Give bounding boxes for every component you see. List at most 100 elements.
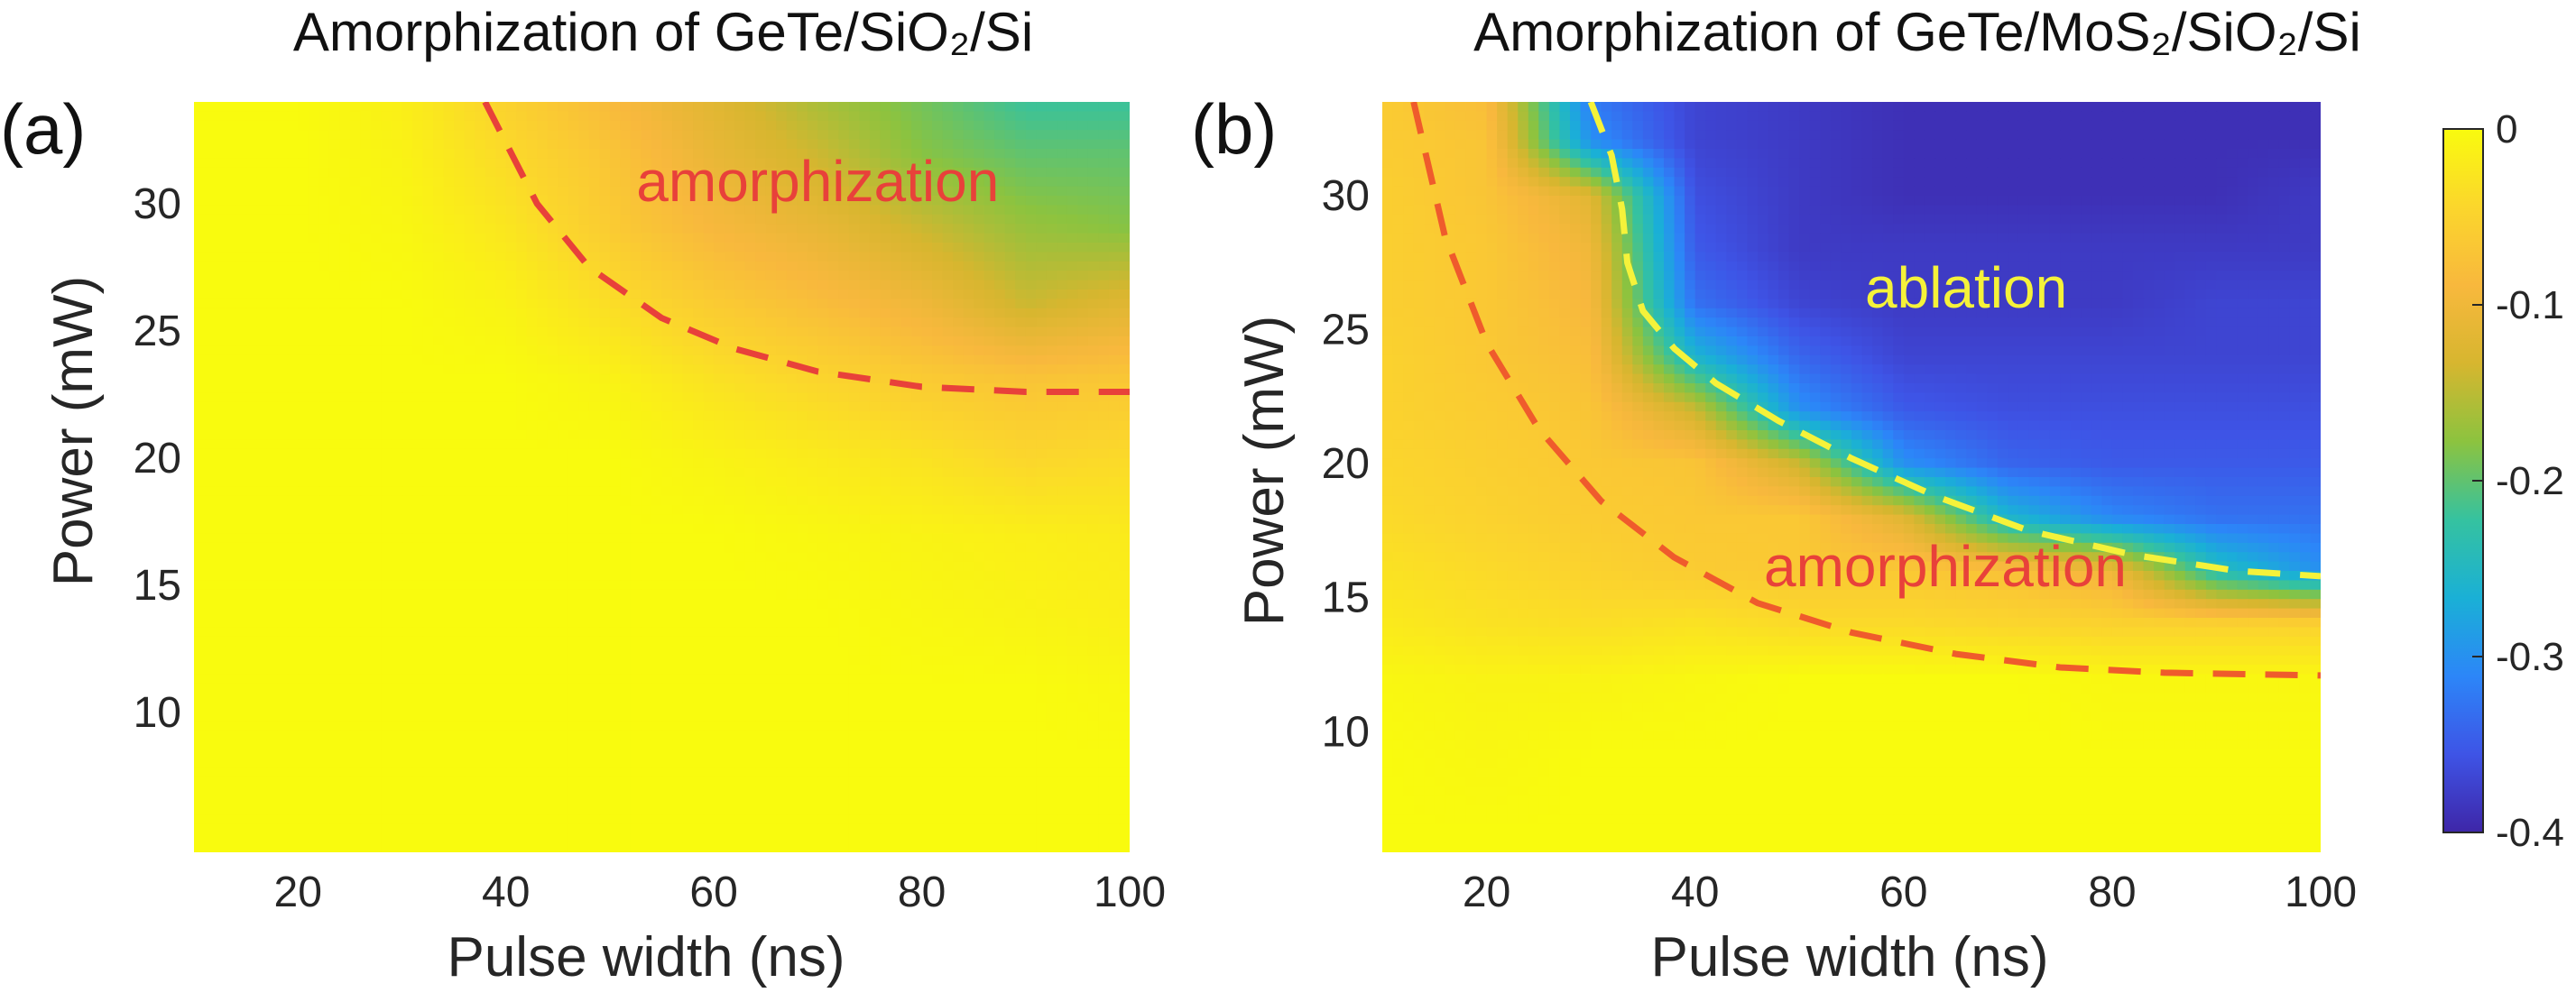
heatmap-cell xyxy=(630,167,642,178)
heatmap-cell xyxy=(422,477,434,488)
heatmap-cell xyxy=(630,618,642,629)
heatmap-cell xyxy=(827,345,840,356)
heatmap-cell xyxy=(495,392,507,403)
heatmap-cell xyxy=(1119,308,1130,318)
heatmap-cell xyxy=(1004,102,1017,113)
heatmap-cell xyxy=(370,233,383,244)
heatmap-cell xyxy=(349,139,362,150)
heatmap-cell xyxy=(1046,580,1058,591)
heatmap-cell xyxy=(942,290,954,300)
heatmap-cell xyxy=(391,533,403,544)
heatmap-cell xyxy=(505,326,517,337)
heatmap-cell xyxy=(370,552,383,563)
heatmap-cell xyxy=(1036,542,1048,553)
heatmap-cell xyxy=(464,561,475,572)
heatmap-cell xyxy=(661,542,673,553)
heatmap-cell xyxy=(890,411,902,422)
heatmap-cell xyxy=(454,280,466,290)
heatmap-cell xyxy=(1066,271,1079,281)
heatmap-cell xyxy=(328,561,341,572)
heatmap-cell xyxy=(402,149,413,160)
heatmap-cell xyxy=(661,580,673,591)
heatmap-cell xyxy=(194,373,206,384)
heatmap-cell xyxy=(932,158,944,169)
heatmap-cell xyxy=(776,552,788,563)
heatmap-cell xyxy=(475,205,486,216)
heatmap-cell xyxy=(578,383,590,394)
heatmap-cell xyxy=(578,599,590,610)
heatmap-cell xyxy=(859,561,871,572)
heatmap-cell xyxy=(859,214,871,225)
heatmap-cell xyxy=(1046,373,1058,384)
heatmap-cell xyxy=(485,589,496,600)
heatmap-cell xyxy=(890,383,902,394)
heatmap-cell xyxy=(693,205,705,216)
heatmap-cell xyxy=(475,271,486,281)
heatmap-cell xyxy=(974,383,985,394)
heatmap-cell xyxy=(588,589,601,600)
heatmap-cell xyxy=(651,383,663,394)
heatmap-cell xyxy=(558,243,569,253)
heatmap-cell xyxy=(1057,336,1068,347)
heatmap-cell xyxy=(402,392,413,403)
heatmap-cell xyxy=(880,561,891,572)
heatmap-cell xyxy=(319,364,330,375)
heatmap-cell xyxy=(411,458,424,469)
heatmap-cell xyxy=(734,505,746,516)
heatmap-cell xyxy=(974,149,985,160)
heatmap-cell xyxy=(848,111,861,122)
heatmap-cell xyxy=(744,524,756,535)
heatmap-cell xyxy=(1015,214,1027,225)
heatmap-cell xyxy=(1015,383,1027,394)
heatmap-cell xyxy=(921,214,933,225)
heatmap-cell xyxy=(235,111,247,122)
heatmap-cell xyxy=(319,336,330,347)
heatmap-cell xyxy=(1036,205,1048,216)
heatmap-cell xyxy=(245,467,257,478)
heatmap-cell xyxy=(776,458,788,469)
heatmap-cell xyxy=(1025,214,1038,225)
heatmap-cell xyxy=(942,364,954,375)
heatmap-cell xyxy=(609,120,622,131)
heatmap-cell xyxy=(1004,308,1017,318)
heatmap-cell xyxy=(838,111,850,122)
heatmap-cell xyxy=(256,252,268,262)
heatmap-cell xyxy=(349,589,362,600)
heatmap-cell xyxy=(485,448,496,459)
heatmap-cell xyxy=(287,542,300,553)
heatmap-cell xyxy=(963,130,974,141)
heatmap-cell xyxy=(381,271,392,281)
heatmap-cell xyxy=(682,205,694,216)
heatmap-cell xyxy=(328,111,341,122)
heatmap-cell xyxy=(485,430,496,441)
heatmap-cell xyxy=(495,571,507,582)
heatmap-cell xyxy=(339,336,351,347)
heatmap-cell xyxy=(360,486,372,497)
heatmap-cell xyxy=(558,224,569,234)
heatmap-cell xyxy=(558,373,569,384)
heatmap-cell xyxy=(287,373,300,384)
heatmap-cell xyxy=(714,149,725,160)
heatmap-cell xyxy=(765,589,778,600)
heatmap-cell xyxy=(983,561,996,572)
heatmap-cell xyxy=(755,261,767,271)
heatmap-cell xyxy=(900,280,912,290)
heatmap-cell xyxy=(630,439,642,450)
heatmap-cell xyxy=(381,373,392,384)
heatmap-cell xyxy=(661,261,673,271)
heatmap-cell xyxy=(339,589,351,600)
heatmap-cell xyxy=(734,158,746,169)
heatmap-cell xyxy=(287,524,300,535)
heatmap-cell xyxy=(797,608,808,619)
heatmap-cell xyxy=(1057,477,1068,488)
heatmap-cell xyxy=(963,411,974,422)
heatmap-cell xyxy=(475,524,486,535)
heatmap-cell xyxy=(422,336,434,347)
heatmap-cell xyxy=(235,120,247,131)
heatmap-cell xyxy=(693,420,705,431)
heatmap-cell xyxy=(641,392,652,403)
heatmap-cell xyxy=(682,580,694,591)
heatmap-cell xyxy=(838,430,850,441)
heatmap-cell xyxy=(433,186,445,197)
heatmap-cell xyxy=(1119,243,1130,253)
